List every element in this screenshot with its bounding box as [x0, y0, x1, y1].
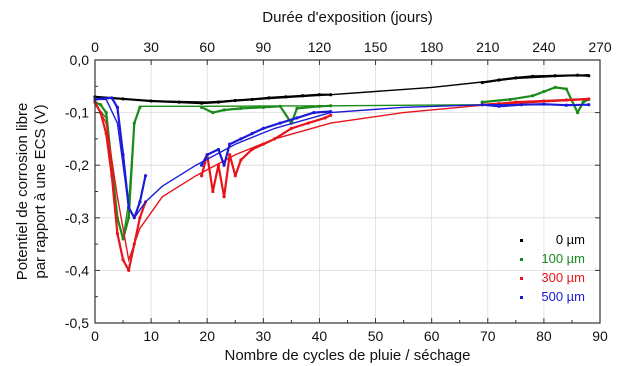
data-point-300-m	[323, 116, 327, 120]
series-data-100-m	[201, 104, 331, 125]
data-point-300-m	[228, 153, 232, 157]
y-tick-label: -0,5	[65, 315, 89, 331]
legend-marker	[520, 296, 523, 299]
data-point-100-m	[564, 87, 568, 91]
legend-label: 300 µm	[541, 270, 585, 285]
data-point-500-m	[261, 126, 265, 130]
y-tick-label: -0,2	[65, 157, 89, 173]
data-point-500-m	[295, 116, 299, 120]
fit-line-300-m	[94, 98, 589, 263]
x2-tick-label: 240	[532, 39, 556, 55]
x-tick-label: 40	[312, 328, 328, 344]
data-point-100-m	[531, 94, 535, 98]
y-tick-label: -0,3	[65, 210, 89, 226]
x-tick-label: 70	[480, 328, 496, 344]
x2-tick-label: 0	[91, 39, 99, 55]
x-tick-label: 90	[592, 328, 608, 344]
grid-lines	[95, 60, 600, 323]
axis-ticks: 0 10 20 30 40 50 60 70 80 90 0 30 60 90 120 150 180 210 24…	[65, 39, 612, 344]
data-point-500-m	[312, 111, 316, 115]
data-point-300-m	[233, 174, 237, 178]
legend: 0 µm 100 µm 300 µm 500 µm	[520, 232, 585, 304]
series-data-300-m	[94, 101, 147, 272]
data-point-500-m	[278, 121, 282, 125]
x-tick-label: 30	[256, 328, 272, 344]
y-tick-label: -0,1	[65, 105, 89, 121]
top-axis-title: Durée d'exposition (jours)	[262, 9, 432, 26]
legend-marker	[520, 277, 523, 280]
data-point-100-m	[575, 111, 580, 115]
data-point-100-m	[104, 111, 108, 115]
data-point-300-m	[289, 126, 293, 130]
series-data-500-m	[200, 110, 331, 167]
data-point-300-m	[306, 121, 310, 125]
data-point-500-m	[239, 137, 243, 141]
data-point-100-m	[295, 106, 299, 110]
x-tick-label: 60	[424, 328, 440, 344]
data-point-500-m	[143, 174, 148, 178]
data-point-300-m	[115, 231, 120, 236]
data-point-100-m	[211, 111, 215, 115]
data-point-500-m	[200, 163, 204, 167]
y-tick-label: 0,0	[70, 52, 90, 68]
data-point-500-m	[228, 142, 232, 146]
bottom-axis-title: Nombre de cycles de pluie / séchage	[225, 347, 471, 364]
x2-tick-label: 180	[420, 39, 444, 55]
x2-tick-label: 90	[256, 39, 272, 55]
y-axis-title-line1: Potentiel de corrosion libre	[14, 103, 31, 281]
data-point-300-m	[329, 113, 333, 117]
x2-tick-label: 150	[364, 39, 388, 55]
data-point-100-m	[542, 89, 546, 94]
x2-tick-label: 60	[199, 39, 215, 55]
legend-marker	[520, 258, 523, 261]
legend-label: 100 µm	[541, 251, 585, 266]
x2-tick-label: 210	[476, 39, 500, 55]
data-point-100-m	[581, 100, 585, 104]
x-tick-label: 20	[199, 328, 215, 344]
x-tick-label: 0	[91, 328, 99, 344]
data-point-100-m	[480, 100, 484, 104]
y-axis-title-line2: par rapport à une ECS (V)	[32, 104, 49, 278]
data-point-300-m	[110, 174, 114, 178]
x2-tick-label: 120	[308, 39, 332, 55]
data-point-500-m	[216, 147, 221, 152]
data-point-300-m	[121, 258, 125, 262]
data-point-300-m	[222, 195, 226, 199]
fit-line-0-m	[94, 74, 589, 103]
x-tick-label: 50	[368, 328, 384, 344]
legend-label: 500 µm	[541, 289, 585, 304]
data-point-100-m	[553, 85, 557, 89]
data-point-100-m	[508, 97, 512, 102]
x2-tick-label: 270	[588, 39, 612, 55]
data-point-100-m	[127, 216, 131, 220]
data-point-500-m	[138, 200, 142, 204]
data-point-500-m	[250, 132, 254, 136]
data-point-500-m	[205, 153, 209, 157]
data-point-300-m	[127, 268, 131, 272]
data-point-100-m	[99, 103, 103, 107]
legend-marker	[520, 239, 523, 242]
data-point-300-m	[239, 158, 243, 162]
data-point-500-m	[115, 105, 120, 109]
data-point-500-m	[110, 96, 114, 100]
fit-line-100-m	[94, 103, 589, 239]
x-tick-label: 80	[536, 328, 552, 344]
fit-line-500-m	[95, 98, 589, 220]
data-point-100-m	[222, 108, 226, 112]
x2-tick-label: 30	[143, 39, 159, 55]
x-tick-label: 10	[143, 328, 159, 344]
data-point-500-m	[497, 104, 501, 108]
data-point-300-m	[138, 216, 142, 220]
y-tick-label: -0,4	[65, 262, 89, 278]
legend-label: 0 µm	[556, 232, 585, 247]
data-point-300-m	[200, 174, 204, 178]
data-point-500-m	[222, 163, 226, 167]
data-point-100-m	[239, 106, 243, 110]
series-layer	[93, 73, 591, 272]
data-point-300-m	[211, 189, 215, 194]
